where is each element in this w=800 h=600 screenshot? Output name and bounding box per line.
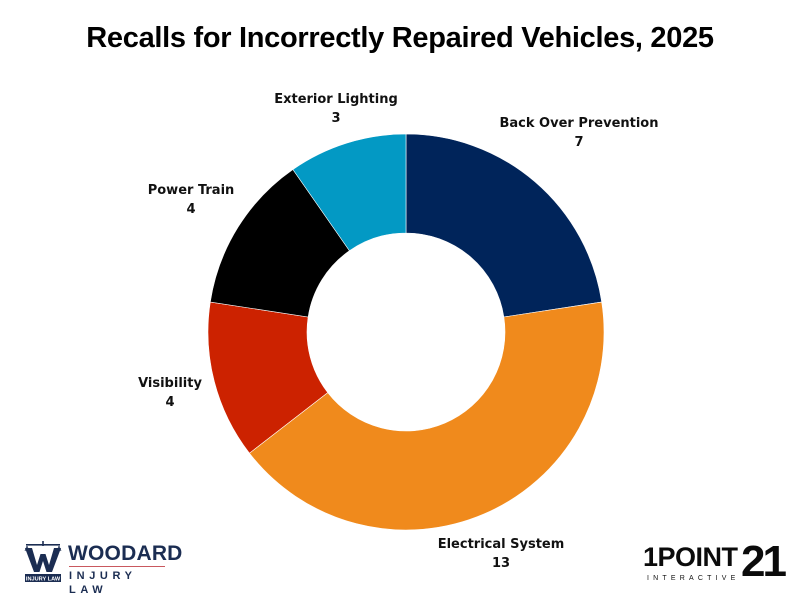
svg-text:INJURY LAW: INJURY LAW [26,576,61,582]
woodard-wordmark: WOODARD [68,542,183,565]
donut-segment-exterior-lighting [292,133,407,252]
1point21-number: 21 [741,537,787,586]
scales-w-icon: INJURY LAW [24,541,62,582]
woodard-subtitle: INJURY LAW [69,570,137,596]
1point21-interactive-logo: 1POINT 21 INTERACTIVE [643,537,787,586]
label-name: Electrical System [437,537,565,552]
label-name: Visibility [138,376,202,391]
label-back-over-prevention: Back Over Prevention 7 [500,114,659,152]
woodard-injury-law-logo: INJURY LAW WOODARD INJURY LAW [24,541,182,596]
chart-title: Recalls for Incorrectly Repaired Vehicle… [86,22,714,54]
label-value: 4 [165,395,175,410]
label-value: 3 [331,111,341,126]
donut-segment-back-over-prevention [405,133,603,318]
woodard-divider [69,566,165,567]
label-value: 13 [491,556,511,571]
label-name: Exterior Lighting [274,92,398,107]
label-name: Power Train [147,183,235,198]
1point21-subtitle: INTERACTIVE [647,575,740,582]
label-exterior-lighting: Exterior Lighting 3 [274,90,398,128]
label-value: 7 [574,135,584,150]
donut-segment-electrical-system [249,301,605,531]
label-visibility: Visibility 4 [138,374,202,412]
label-value: 4 [186,202,196,217]
label-name: Back Over Prevention [499,116,659,131]
label-power-train: Power Train 4 [148,181,235,219]
label-electrical-system: Electrical System 13 [438,535,565,573]
1point21-wordmark: 1POINT [643,542,738,572]
